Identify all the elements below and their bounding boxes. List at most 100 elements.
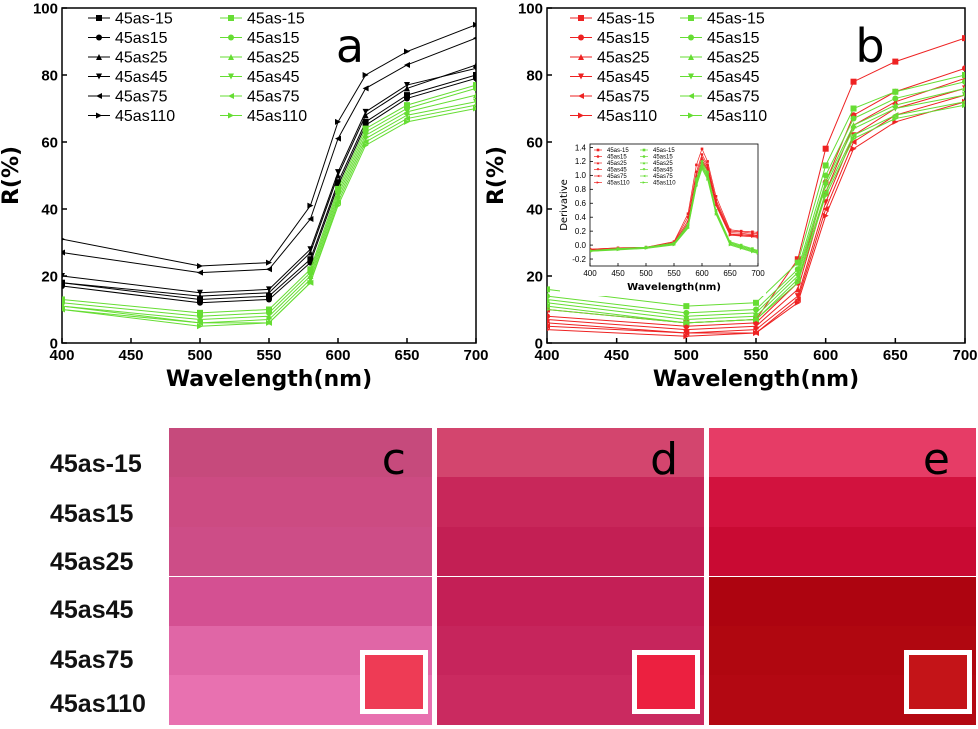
data-point xyxy=(96,34,102,41)
data-point xyxy=(850,139,857,145)
y-tick-label: 0.2 xyxy=(575,227,587,236)
legend-label: 45as-15 xyxy=(707,11,765,28)
data-point xyxy=(672,243,676,247)
legend-label: 45as-15 xyxy=(115,11,173,28)
color-stripe xyxy=(709,527,976,577)
color-stripe xyxy=(169,477,432,528)
data-point xyxy=(683,303,690,310)
data-point xyxy=(335,195,341,202)
legend-label: 45as75 xyxy=(597,89,650,106)
color-stripe xyxy=(437,527,704,577)
data-point xyxy=(404,82,410,89)
legend-label: 45as110 xyxy=(247,108,307,125)
data-point xyxy=(962,102,965,109)
series-line xyxy=(547,101,965,337)
data-point xyxy=(688,112,694,119)
data-point xyxy=(892,95,899,102)
legend-label: 45as110 xyxy=(597,108,657,125)
data-point xyxy=(96,73,102,80)
series-group xyxy=(590,147,758,255)
color-stripe xyxy=(709,477,976,528)
series-line xyxy=(547,77,965,331)
data-point xyxy=(683,309,690,316)
data-point xyxy=(404,115,410,122)
data-point xyxy=(596,174,600,178)
legend-label: 45as-15 xyxy=(597,11,655,28)
legend-label: 45as25 xyxy=(707,50,760,67)
data-point xyxy=(335,135,341,142)
y-tick-label: 20 xyxy=(41,268,58,285)
data-point xyxy=(307,279,314,286)
data-point xyxy=(228,54,234,60)
data-point xyxy=(962,78,965,85)
x-tick-label: 550 xyxy=(256,347,281,364)
data-point xyxy=(197,293,203,300)
data-point xyxy=(404,48,410,55)
data-point xyxy=(700,162,704,165)
x-tick-label: 400 xyxy=(534,347,559,364)
x-tick-label: 550 xyxy=(743,347,768,364)
data-point xyxy=(197,296,203,303)
data-point xyxy=(578,93,584,99)
data-point xyxy=(822,172,829,179)
data-point xyxy=(962,100,965,104)
data-point xyxy=(688,73,694,80)
x-tick-label: 650 xyxy=(723,269,737,278)
data-point xyxy=(404,85,410,92)
data-point xyxy=(266,293,272,300)
data-point xyxy=(596,155,600,158)
data-point xyxy=(686,227,690,230)
y-tick-label: 0 xyxy=(535,335,543,352)
x-tick-label: 450 xyxy=(611,269,625,278)
x-tick-label: 600 xyxy=(813,347,838,364)
legend-label: 45as25 xyxy=(247,50,300,67)
data-point xyxy=(596,181,600,184)
data-point xyxy=(547,308,550,311)
data-point xyxy=(335,118,341,125)
x-tick-label: 700 xyxy=(952,347,977,364)
x-axis-title: Wavelength(nm) xyxy=(627,282,721,293)
x-tick-label: 600 xyxy=(695,269,709,278)
legend-label: 45as25 xyxy=(607,161,627,167)
y-tick-label: -0.2 xyxy=(572,255,586,264)
data-point xyxy=(822,206,829,212)
data-point xyxy=(644,247,648,250)
x-tick-label: 400 xyxy=(583,269,597,278)
panel-letter-b: b xyxy=(855,19,884,73)
data-point xyxy=(578,73,584,80)
inset-sample-swatch xyxy=(360,650,428,714)
series-line xyxy=(62,24,476,267)
legend-label: 45as15 xyxy=(607,155,627,161)
data-point xyxy=(404,112,410,119)
legend-label: 45as25 xyxy=(115,50,168,67)
y-axis-title: Derivative xyxy=(559,179,570,231)
data-point xyxy=(362,108,369,115)
data-point xyxy=(794,256,801,263)
data-point xyxy=(892,115,899,122)
data-point xyxy=(578,112,584,119)
legend-label: 45as110 xyxy=(653,181,676,187)
y-axis-title: R(%) xyxy=(484,146,509,205)
legend-label: 45as45 xyxy=(115,69,168,86)
data-point xyxy=(578,15,584,21)
panel-letter-a: a xyxy=(336,19,364,73)
data-point xyxy=(822,212,829,219)
y-tick-label: 80 xyxy=(526,67,543,84)
derivative-inset-chart: 400 450 500 550 600 650 700 -0.2 0.0 0.2 0.4 0.6 0.8… xyxy=(559,138,766,296)
y-tick-label: 1.0 xyxy=(575,171,587,180)
data-point xyxy=(547,293,550,300)
x-tick-label: 450 xyxy=(604,347,629,364)
x-tick-label: 700 xyxy=(751,269,765,278)
data-point xyxy=(700,153,704,156)
legend-label: 45as25 xyxy=(653,161,673,167)
row-label: 45as110 xyxy=(50,690,146,718)
data-point xyxy=(362,72,369,78)
data-point xyxy=(335,169,341,176)
data-point xyxy=(62,308,65,311)
data-point xyxy=(62,273,65,279)
data-point xyxy=(822,162,829,169)
series-line xyxy=(62,108,476,327)
legend-label: 45as45 xyxy=(597,69,650,86)
data-point xyxy=(62,279,65,286)
data-point xyxy=(739,233,743,236)
